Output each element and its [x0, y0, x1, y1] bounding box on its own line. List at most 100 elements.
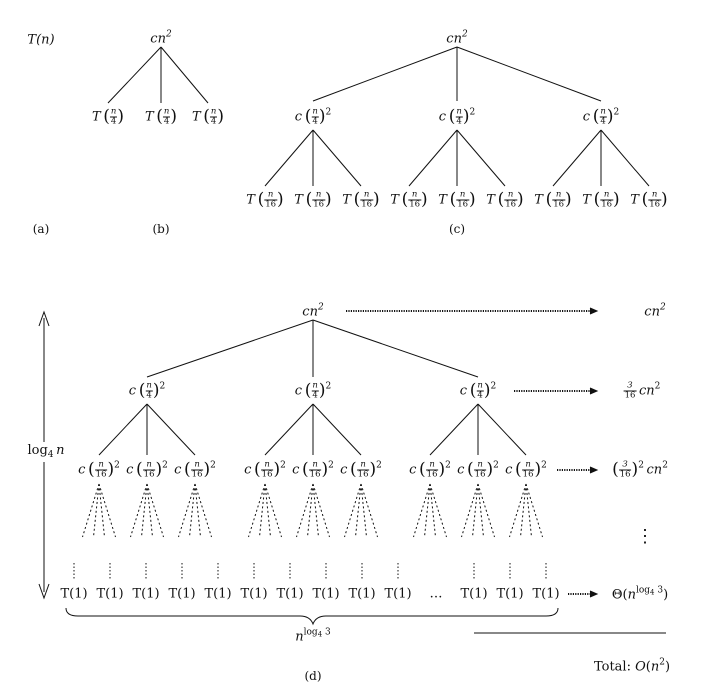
cn-text: cn [446, 31, 462, 47]
cost-node-d-level2: c (n 16)2 [340, 459, 382, 480]
c-symbol: c [174, 462, 182, 478]
fraction: n 16 [142, 460, 156, 480]
total-label: Total: [593, 659, 636, 675]
fraction-denominator: 4 [210, 116, 217, 127]
dotted-continuation-edge [429, 483, 447, 538]
parenthesis: ) [462, 106, 470, 127]
dotted-continuation-edge [525, 483, 532, 538]
exponent: 2 [317, 302, 324, 313]
fraction-numerator: n [142, 460, 156, 471]
cost-node-d-level1: c (n 4)2 [129, 381, 165, 401]
exponent: 2 [469, 107, 476, 118]
parenthesis: ( [401, 189, 409, 210]
parenthesis: ( [449, 189, 457, 210]
T-symbol: T [294, 192, 303, 208]
T-symbol: T [144, 109, 154, 125]
fraction-denominator: 4 [163, 116, 170, 127]
parenthesis: ( [545, 189, 553, 210]
root-d: cn2 [302, 302, 324, 319]
parenthesis: ) [483, 380, 491, 401]
exponent-log: log4 3 [304, 628, 331, 638]
fraction: n 16 [264, 190, 278, 210]
dotted-continuation-edge [296, 483, 314, 538]
parenthesis: ( [156, 106, 163, 127]
exponent: 2 [280, 460, 286, 471]
height-arrow-top [38, 310, 50, 327]
edge-c-level2 [552, 129, 602, 187]
dotted-continuation-edge [424, 483, 431, 538]
dotted-continuation-edge [525, 483, 543, 538]
fraction-numerator: n [456, 190, 470, 201]
fraction: n 16 [408, 190, 422, 210]
cost-node-c: c (n 4)2 [439, 106, 476, 127]
parenthesis: ( [304, 380, 312, 401]
fraction-numerator: n [308, 460, 322, 471]
leaf-T1: T(1) [532, 586, 560, 602]
fraction-numerator: n [264, 190, 278, 201]
leaf-T1: T(1) [240, 586, 268, 602]
fraction-denominator: 16 [553, 199, 565, 210]
dotted-continuation-edge [472, 483, 479, 538]
parenthesis: ( [353, 189, 361, 210]
recurrence-root-a: T(n) [27, 32, 55, 48]
edge-b [160, 46, 209, 104]
fraction-denominator: 16 [261, 469, 273, 480]
dotted-continuation-edge [509, 483, 527, 538]
dotted-continuation-edge [477, 483, 484, 538]
leaf-c: T (n 16) [486, 190, 523, 210]
T-symbol: T [486, 192, 495, 208]
leaf-c: T (n 16) [534, 189, 571, 210]
leaf-sum-arrow-head [589, 590, 599, 598]
T-symbol: T [630, 192, 639, 208]
edge-c-level2 [312, 129, 362, 187]
level1-sum-arrow-head [589, 387, 599, 395]
parenthesis: ) [486, 459, 494, 480]
level1-sum: 3 16 cn2 [623, 381, 660, 401]
parenthesis: ( [136, 459, 143, 480]
fraction-numerator: n [648, 190, 662, 201]
fraction: n 16 [260, 460, 274, 480]
vertical-ellipsis: ⋮ [636, 526, 654, 547]
fraction: n 16 [190, 460, 204, 480]
exponent: 2 [165, 29, 172, 40]
cost-node-d-level1: c (n 4)2 [295, 380, 331, 401]
c-symbol: c [294, 109, 303, 125]
n-symbol: n [56, 443, 65, 458]
fraction-denominator: 4 [600, 116, 606, 127]
parenthesis: ) [217, 106, 225, 127]
n-symbol: n [650, 659, 660, 675]
parenthesis: ) [613, 189, 620, 210]
fraction-denominator: 4 [146, 390, 152, 401]
dotted-continuation-edge [355, 483, 362, 538]
leaf-T1: T(1) [312, 586, 340, 602]
dotted-continuation-edge [312, 483, 319, 538]
leaf-T1: T(1) [460, 586, 488, 602]
level0-sum-arrow-head [589, 307, 599, 315]
level2-sum: (3 16)2 cn2 [612, 460, 668, 480]
fraction-numerator: n [312, 190, 326, 201]
exponent: 2 [659, 302, 666, 313]
caption-d: (d) [304, 669, 322, 683]
dotted-continuation-edge [189, 483, 196, 538]
dotted-continuation-edge [82, 483, 100, 538]
total-cost: Total: O(n2) [593, 658, 670, 675]
log-text: log [303, 627, 318, 638]
fraction-denominator: 16 [409, 199, 421, 210]
exponent: 2 [328, 460, 334, 471]
cost-node-d-level1: c (n 4)2 [460, 380, 496, 401]
edge-d-level1 [146, 319, 314, 378]
fraction-denominator: 16 [601, 199, 613, 210]
theta-symbol: Θ( [611, 587, 628, 603]
parenthesis: ( [184, 459, 191, 480]
parenthesis: ) [318, 106, 326, 127]
parenthesis: ) [369, 459, 377, 480]
c-symbol: c [582, 109, 591, 125]
fraction-denominator: 16 [505, 199, 517, 210]
cost-node-d-level2: c (n 16)2 [505, 460, 547, 480]
fraction-numerator: n [190, 460, 204, 471]
fraction: n 16 [648, 190, 662, 210]
fraction: n 16 [504, 190, 518, 210]
log-arg: 3 [654, 585, 664, 596]
cn-text: cn [644, 304, 660, 320]
